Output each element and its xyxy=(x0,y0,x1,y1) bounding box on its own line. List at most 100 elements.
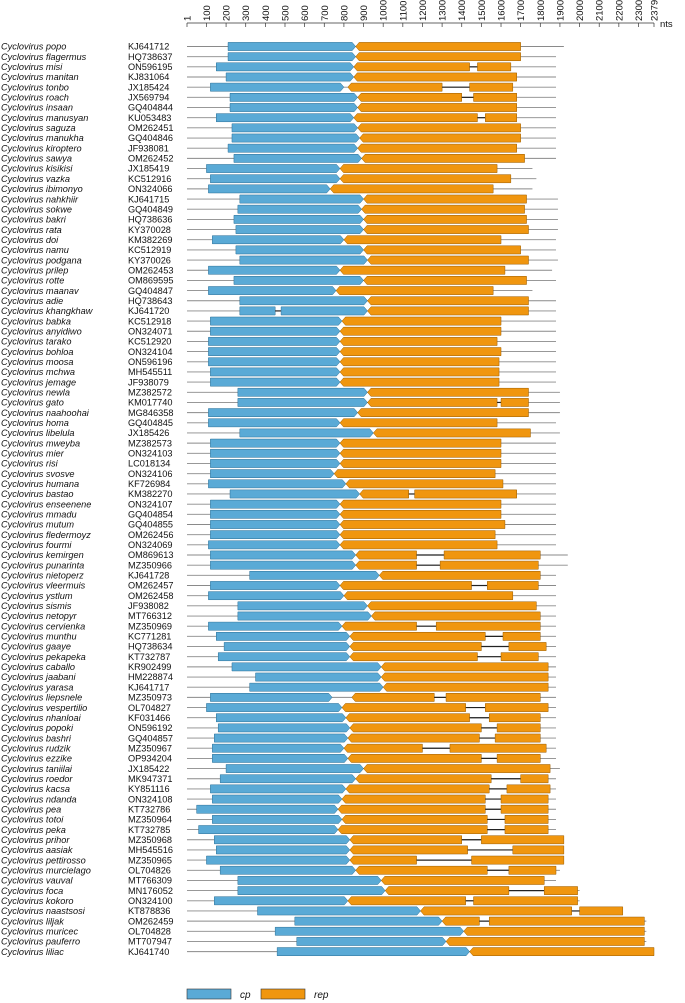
accession-number: KM382270 xyxy=(128,489,172,499)
accession-number: KJ641728 xyxy=(128,571,169,581)
rep-gene xyxy=(339,448,502,458)
rep-gene xyxy=(343,235,502,245)
species-name: Cyclovirus insaan xyxy=(1,103,73,113)
genome-row: Cyclovirus mweyba MZ382573 xyxy=(1,438,557,448)
cp-gene xyxy=(212,754,349,763)
rep-gene xyxy=(353,72,517,82)
axis-tick-label: 1500 xyxy=(477,0,488,21)
axis-tick-label: 1600 xyxy=(497,0,508,21)
species-name: Cyclovirus ibimonyo xyxy=(1,184,83,194)
species-name: Cyclovirus prihor xyxy=(1,835,70,845)
species-name: Cyclovirus newla xyxy=(1,387,70,397)
genome-row: Cyclovirus tonbo JX185424 xyxy=(1,82,557,92)
rep-gene xyxy=(333,469,496,478)
cp-gene xyxy=(219,774,357,784)
cp-gene xyxy=(233,154,362,163)
rep-gene xyxy=(420,906,572,916)
rep-gene xyxy=(349,835,462,845)
species-name: Cyclovirus adie xyxy=(1,296,63,306)
genome-row: Cyclovirus anyidiwo ON324071 xyxy=(1,326,557,336)
accession-number: KC512916 xyxy=(128,174,171,184)
species-name: Cyclovirus sismis xyxy=(1,601,72,611)
genome-row: Cyclovirus doi KM382269 xyxy=(1,235,557,245)
axis-tick-label: 1300 xyxy=(438,0,449,21)
accession-number: OM262451 xyxy=(128,123,173,133)
rep-gene xyxy=(339,499,502,509)
cp-gene xyxy=(274,926,465,936)
legend: cp rep xyxy=(186,988,329,1001)
species-name: Cyclovirus kokoro xyxy=(1,896,74,906)
rep-gene xyxy=(506,784,551,794)
species-name: Cyclovirus prilep xyxy=(1,265,68,275)
genome-row: Cyclovirus popo KJ641712 xyxy=(1,42,564,52)
cp-gene xyxy=(227,42,357,51)
accession-number: KJ641720 xyxy=(128,306,169,316)
rep-gene xyxy=(579,906,624,916)
genome-row: Cyclovirus babka KC512918 xyxy=(1,316,557,326)
cp-gene xyxy=(239,255,368,265)
genome-row: Cyclovirus ezzike OP934204 xyxy=(1,754,557,764)
species-name: Cyclovirus naahoohai xyxy=(1,408,90,418)
species-name: Cyclovirus netopyr xyxy=(1,611,78,621)
genome-row: Cyclovirus kacsa KY851116 xyxy=(1,784,557,794)
accession-number: OM262459 xyxy=(128,916,173,926)
cp-gene xyxy=(235,245,364,255)
rep-gene xyxy=(359,133,521,143)
cp-gene xyxy=(233,276,364,285)
axis-tick-label: 2100 xyxy=(595,0,606,21)
rep-gene xyxy=(380,876,545,885)
rep-gene xyxy=(473,896,578,906)
rep-gene xyxy=(343,743,423,753)
cp-gene xyxy=(208,621,343,631)
cp-gene xyxy=(239,296,368,306)
species-name: Cyclovirus bohloa xyxy=(1,347,74,357)
cp-gene xyxy=(206,703,343,712)
rep-gene xyxy=(471,855,565,865)
rep-gene xyxy=(373,428,531,438)
genome-row: Cyclovirus naahoohai MG846358 xyxy=(1,408,560,418)
rep-gene xyxy=(367,387,529,397)
rep-gene xyxy=(469,82,514,92)
cp-gene xyxy=(208,540,341,550)
accession-number: HQ738637 xyxy=(128,52,172,62)
genome-row: Cyclovirus roedor MK947371 xyxy=(1,774,557,784)
cp-gene xyxy=(216,62,355,72)
cp-gene xyxy=(239,194,364,204)
genome-row: Cyclovirus mutum GQ404855 xyxy=(1,520,557,530)
rep-gene xyxy=(382,682,549,692)
rep-gene xyxy=(339,326,502,336)
accession-number: MT766312 xyxy=(128,611,172,621)
axis-tick-label: 1 xyxy=(183,16,194,21)
rep-gene xyxy=(445,937,645,946)
accession-number: KT878836 xyxy=(128,906,170,916)
rep-gene xyxy=(367,398,498,407)
species-name: Cyclovirus vazka xyxy=(1,174,70,184)
accession-number: KF726984 xyxy=(128,479,170,489)
rep-gene xyxy=(349,632,486,641)
genome-row: Cyclovirus naastsosi KT878836 xyxy=(1,906,624,916)
accession-number: ON324100 xyxy=(128,896,172,906)
legend-cp-swatch xyxy=(186,988,232,1000)
genome-row: Cyclovirus manitan KJ831064 xyxy=(1,72,557,82)
species-name: Cyclovirus pea xyxy=(1,804,61,814)
cp-gene xyxy=(210,438,341,448)
rep-gene xyxy=(357,123,521,133)
cp-gene xyxy=(239,306,276,316)
species-name: Cyclovirus misi xyxy=(1,62,63,72)
genome-row: Cyclovirus vespertilio OL704827 xyxy=(1,703,557,713)
rep-gene xyxy=(339,459,502,468)
accession-number: ON324071 xyxy=(128,326,172,336)
species-name: Cyclovirus vauval xyxy=(1,876,73,886)
accession-number: ON596195 xyxy=(128,62,172,72)
cp-gene xyxy=(296,937,447,946)
species-name: Cyclovirus fledermoyz xyxy=(1,530,91,540)
accession-number: HM228874 xyxy=(128,672,173,682)
rep-gene xyxy=(435,621,541,631)
genome-row: Cyclovirus kisikisi JX185419 xyxy=(1,164,533,174)
genome-row: Cyclovirus moosa ON596196 xyxy=(1,357,557,367)
genome-row: Cyclovirus jaabani HM228874 xyxy=(1,672,557,682)
rep-gene xyxy=(481,835,565,845)
rep-gene xyxy=(445,693,541,702)
accession-number: JF938079 xyxy=(128,377,169,387)
genome-row: Cyclovirus bashri GQ404857 xyxy=(1,733,557,743)
